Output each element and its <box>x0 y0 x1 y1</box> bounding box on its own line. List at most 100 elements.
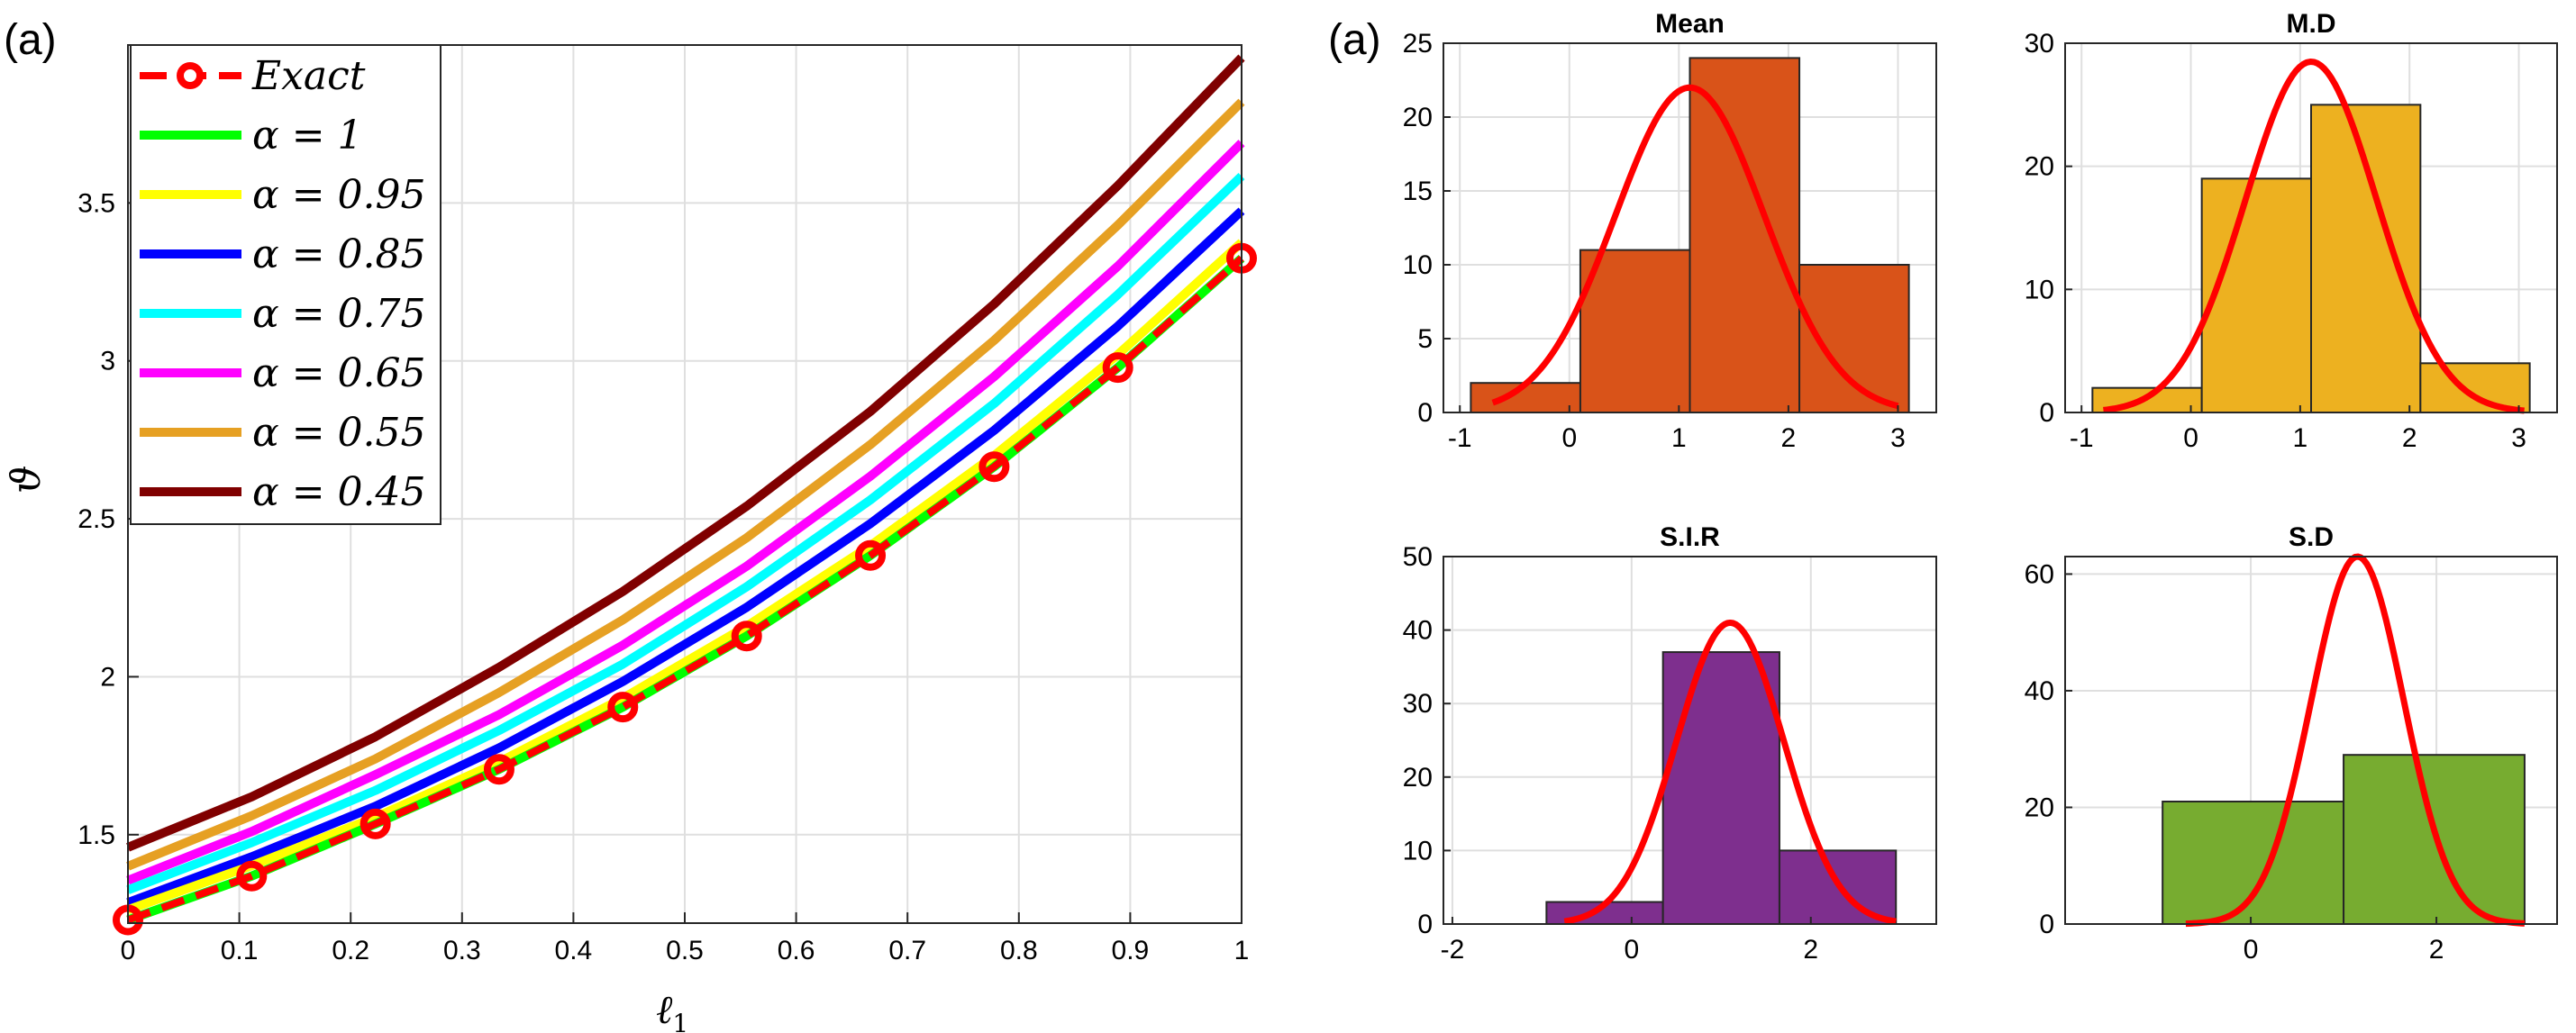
hist-y-tick-label: 0 <box>2039 398 2054 428</box>
hist-y-tick-label: 10 <box>1403 250 1433 280</box>
line-chart-ticks: 0 0.1 0.2 0.3 0.4 0.5 0.6 0.7 0.8 0.9 1 1.5 2 2.5 3 3.5 <box>77 188 1249 965</box>
legend-label: α = 0.95 <box>252 172 426 218</box>
exact-point <box>731 621 762 652</box>
x-tick-label: 1 <box>1234 936 1250 965</box>
hist-bar <box>2343 754 2526 926</box>
hist-y-tick-label: 50 <box>1403 542 1433 572</box>
legend: Exact α = 1 α = 0.95 α = 0.85 α = 0.75 α = 0.… <box>130 44 441 525</box>
y-tick-label: 3 <box>100 347 115 376</box>
hist-y-tick-label: 15 <box>1403 177 1433 206</box>
hist-fit-curve <box>1491 84 1899 410</box>
legend-label: α = 0.85 <box>252 231 426 277</box>
hist-bar <box>1689 57 1801 414</box>
x-tick-label: 0.6 <box>778 936 815 965</box>
hist-y-tick-label: 30 <box>1403 689 1433 719</box>
hist-y-tick-label: 20 <box>1403 763 1433 793</box>
hist-y-tick-label: 30 <box>2025 29 2054 59</box>
exact-point <box>1102 352 1133 384</box>
series-line-alpha=0.95 <box>126 239 1245 914</box>
hist-y-tick-label: 0 <box>1417 398 1433 428</box>
legend-item-alpha=1: α = 1 <box>140 113 363 159</box>
series-line-alpha=0.55 <box>126 98 1245 871</box>
hist-x-tick-label: 1 <box>1671 423 1687 453</box>
hist-axes-box <box>1443 42 1937 413</box>
hist-title: Mean <box>1655 9 1725 39</box>
hist-x-tick-label: 2 <box>1781 423 1797 453</box>
hist-x-tick-label: 0 <box>2183 423 2198 453</box>
hist-y-tick-label: 25 <box>1403 29 1433 59</box>
hist-bar <box>2419 362 2531 414</box>
hist-y-tick-label: 60 <box>2025 559 2054 589</box>
hist-axes-box <box>2064 42 2558 413</box>
hist-title: S.D <box>2289 522 2334 552</box>
x-axis-label-subscript: 1 <box>672 1009 688 1033</box>
y-tick-label: 3.5 <box>77 188 115 218</box>
hist-x-tick-label: 1 <box>2293 423 2308 453</box>
hist-y-tick-label: 20 <box>2025 793 2054 822</box>
legend-item-alpha=0.95: α = 0.95 <box>140 172 426 218</box>
x-tick-label: 0.2 <box>332 936 369 965</box>
legend-marker <box>177 62 204 89</box>
line-chart: (a) 0 0.1 0.2 0.3 0.4 0.5 0.6 0.7 0.8 0.9 1 1.5 2 2.5… <box>4 16 1257 1033</box>
hist-x-tick-label: 0 <box>1561 423 1577 453</box>
x-axis-label: ℓ1 <box>656 987 688 1033</box>
hist-x-tick-label: 0 <box>1625 935 1640 965</box>
legend-label: α = 1 <box>252 113 363 159</box>
hist-title: S.I.R <box>1660 522 1720 552</box>
series-line-alpha=0.65 <box>126 140 1245 885</box>
hist-fit-curve <box>2103 59 2525 414</box>
y-tick-label: 1.5 <box>77 820 115 850</box>
legend-item-alpha=0.65: α = 0.65 <box>140 350 426 396</box>
legend-label: α = 0.55 <box>252 410 426 456</box>
hist-x-tick-label: 2 <box>2429 935 2444 965</box>
hist-x-tick-label: 3 <box>2511 423 2526 453</box>
hist-bar <box>2310 104 2422 413</box>
x-tick-label: 0.9 <box>1112 936 1150 965</box>
series-line-alpha=0.45 <box>126 54 1245 852</box>
hist-axes-box <box>2064 556 2558 925</box>
y-tick-label: 2.5 <box>77 504 115 534</box>
line-chart-series <box>113 54 1257 936</box>
hist-x-tick-label: 3 <box>1890 423 1906 453</box>
x-tick-label: 0.7 <box>888 936 926 965</box>
hist-y-tick-label: 20 <box>1403 103 1433 132</box>
legend-label: Exact <box>251 53 366 99</box>
hist-fit-curve <box>1563 619 1897 925</box>
legend-label: α = 0.75 <box>252 291 426 337</box>
x-tick-label: 0 <box>121 936 136 965</box>
legend-item-alpha=0.55: α = 0.55 <box>140 410 426 456</box>
x-tick-label: 0.8 <box>1000 936 1038 965</box>
x-tick-label: 0.1 <box>221 936 259 965</box>
hist-bar <box>2162 801 2345 925</box>
hist-x-tick-label: 2 <box>1803 935 1818 965</box>
x-tick-label: 0.5 <box>666 936 704 965</box>
legend-label: α = 0.65 <box>252 350 426 396</box>
hist-bar <box>2200 177 2313 413</box>
hist-y-tick-label: 40 <box>2025 676 2054 706</box>
exact-point <box>855 539 887 571</box>
series-line-alpha=0.85 <box>126 207 1245 907</box>
hist-y-tick-label: 0 <box>1417 910 1433 939</box>
hist-x-tick-label: 0 <box>2244 935 2259 965</box>
hist-y-tick-label: 5 <box>1417 324 1433 354</box>
hist-y-tick-label: 0 <box>2039 910 2054 939</box>
hist-y-tick-label: 10 <box>2025 275 2054 304</box>
y-axis-label: ϑ <box>4 466 50 494</box>
exact-point <box>979 451 1010 483</box>
legend-item-Exact: Exact <box>140 53 366 99</box>
series-line-alpha=0.75 <box>126 172 1245 894</box>
series-line-exact <box>126 255 1244 924</box>
legend-box <box>130 44 441 525</box>
hist-bar <box>1661 651 1780 926</box>
legend-item-alpha=0.75: α = 0.75 <box>140 291 426 337</box>
hist-y-tick-label: 10 <box>1403 836 1433 865</box>
exact-point <box>236 860 268 892</box>
y-tick-label: 2 <box>100 662 115 692</box>
hist-y-tick-label: 40 <box>1403 616 1433 646</box>
legend-item-alpha=0.45: α = 0.45 <box>140 469 426 515</box>
hist-x-tick-label: -1 <box>1448 423 1472 453</box>
legend-item-alpha=0.85: α = 0.85 <box>140 231 426 277</box>
